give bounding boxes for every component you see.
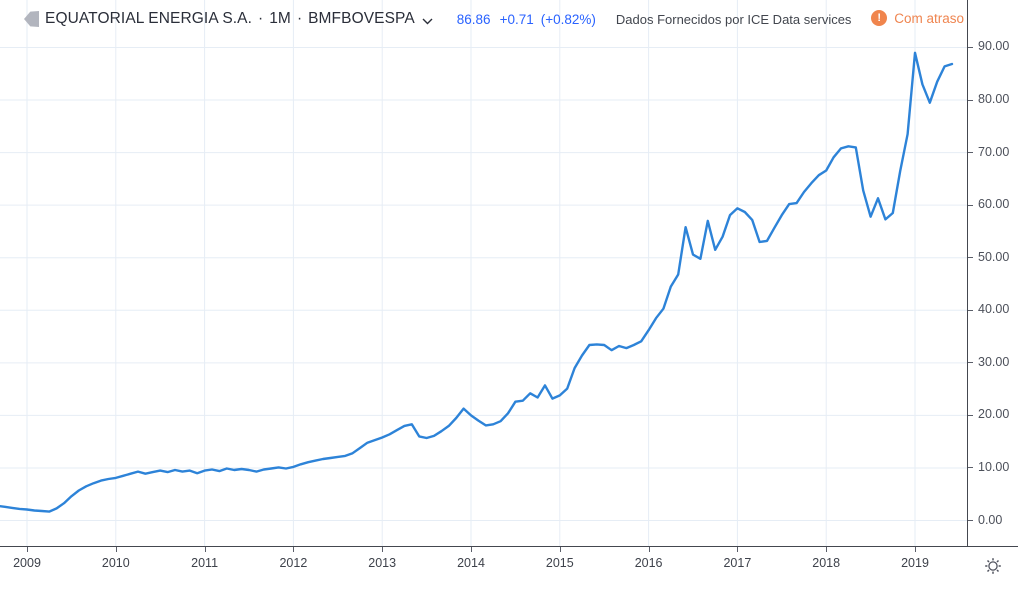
y-axis-label: 80.00 xyxy=(978,92,1010,107)
x-axis-label: 2012 xyxy=(279,556,308,570)
chart-interval[interactable]: 1M xyxy=(269,10,291,27)
data-provider-note: Dados Fornecidos por ICE Data services xyxy=(615,11,852,27)
exchange-name[interactable]: BMFBOVESPA xyxy=(308,10,415,27)
x-axis-tick xyxy=(382,547,384,552)
price-line-series xyxy=(0,51,954,513)
gridlines xyxy=(0,0,967,546)
symbol-name[interactable]: EQUATORIAL ENERGIA S.A. xyxy=(45,10,253,27)
x-axis-tick xyxy=(826,547,828,552)
x-axis-tick xyxy=(204,547,206,552)
x-axis-tick xyxy=(737,547,739,552)
delayed-data-label: Com atraso xyxy=(894,10,964,26)
x-axis-label: 2017 xyxy=(723,556,752,570)
chart-legend: EQUATORIAL ENERGIA S.A. · 1M · BMFBOVESP… xyxy=(24,8,851,30)
y-axis-tick xyxy=(968,99,973,101)
y-axis-tick xyxy=(968,414,973,416)
x-axis-tick xyxy=(648,547,650,552)
y-axis-label: 30.00 xyxy=(978,354,1010,369)
title-separator: · xyxy=(258,10,264,27)
x-axis-label: 2014 xyxy=(457,556,485,570)
x-axis-tick xyxy=(27,547,28,552)
y-axis-tick xyxy=(968,257,973,259)
scale-settings-gear-icon[interactable] xyxy=(984,557,1002,580)
x-axis-label: 2015 xyxy=(545,556,574,570)
y-axis-tick xyxy=(968,46,973,48)
exclamation-icon: ! xyxy=(871,10,888,26)
y-axis-tick xyxy=(968,309,973,311)
x-axis-label: 2011 xyxy=(191,556,219,570)
chevron-down-icon[interactable] xyxy=(422,12,433,30)
y-axis-label: 20.00 xyxy=(978,407,1010,422)
x-axis-tick xyxy=(915,547,916,552)
chart-plot-area[interactable]: EQUATORIAL ENERGIA S.A. · 1M · BMFBOVESP… xyxy=(0,0,968,547)
y-axis-tick xyxy=(968,362,973,364)
x-axis-label: 2013 xyxy=(368,556,397,570)
x-axis-label: 2019 xyxy=(901,556,929,570)
y-axis-label: 50.00 xyxy=(978,249,1010,264)
symbol-logo-icon xyxy=(24,11,39,27)
price-change-percent: (+0.82%) xyxy=(540,11,596,27)
time-axis[interactable]: 2009 2010 2011 2012 2013 2014 2015 2016 2017 2018… xyxy=(0,547,967,589)
x-axis-label: 2016 xyxy=(634,556,663,570)
price-axis[interactable]: 0.00 10.00 20.00 30.00 40.00 50.00 60.00 70.00 8… xyxy=(968,0,1018,547)
x-axis-tick xyxy=(115,547,117,552)
price-chart[interactable] xyxy=(0,0,967,546)
delayed-data-badge[interactable]: ! Com atraso xyxy=(871,10,964,26)
y-axis-tick xyxy=(968,520,973,521)
y-axis-label: 70.00 xyxy=(978,144,1010,159)
y-axis-label: 40.00 xyxy=(978,302,1010,317)
y-axis-tick xyxy=(968,152,973,154)
y-axis-tick xyxy=(968,204,973,206)
axis-corner xyxy=(968,547,1018,589)
x-axis-tick xyxy=(559,547,561,552)
x-axis-label: 2009 xyxy=(13,556,41,570)
x-axis-tick xyxy=(293,547,295,552)
x-axis-label: 2010 xyxy=(101,556,130,570)
price-change: +0.71 xyxy=(499,11,534,27)
last-price: 86.86 xyxy=(456,11,491,27)
x-axis-label: 2018 xyxy=(812,556,841,570)
y-axis-tick xyxy=(968,467,973,469)
y-axis-label: 60.00 xyxy=(978,197,1010,212)
y-axis-label: 90.00 xyxy=(978,39,1010,54)
y-axis-label: 10.00 xyxy=(978,459,1010,474)
y-axis-label: 0.00 xyxy=(978,512,1003,527)
title-separator: · xyxy=(296,10,303,27)
x-axis-tick xyxy=(471,547,472,552)
